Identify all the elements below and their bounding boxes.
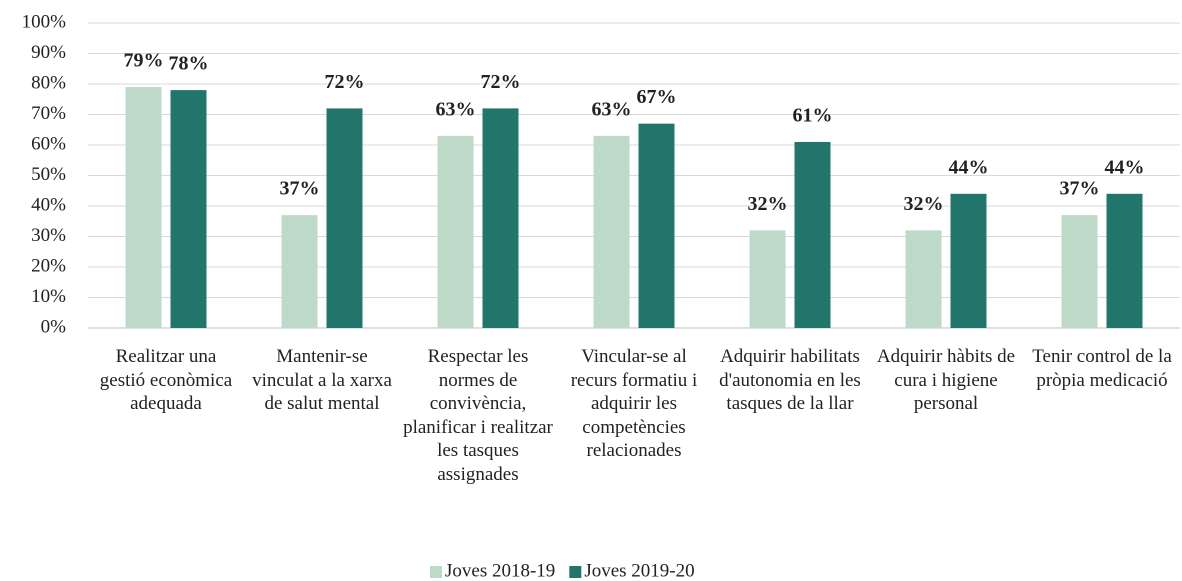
data-label: 67% <box>637 86 677 108</box>
bar <box>638 123 675 329</box>
bar <box>326 108 363 329</box>
y-tick-label: 10% <box>31 286 66 307</box>
x-tick-label: Respectar les normes de convivència, pla… <box>403 346 553 485</box>
data-label: 37% <box>280 178 320 200</box>
y-tick-label: 0% <box>41 316 67 337</box>
data-label: 32% <box>904 193 944 215</box>
bar <box>794 141 831 328</box>
y-tick-label: 100% <box>22 11 67 32</box>
bar <box>593 135 630 328</box>
x-tick-label: Tenir control de la pròpia medicació <box>1032 346 1172 391</box>
data-label: 72% <box>481 71 521 93</box>
bar <box>281 215 318 328</box>
legend-swatch <box>430 566 442 578</box>
y-tick-label: 20% <box>31 255 66 276</box>
y-tick-label: 40% <box>31 194 66 215</box>
data-label: 44% <box>1105 156 1145 178</box>
bar <box>905 230 942 328</box>
x-tick-label: Realitzar una gestió econòmica adequada <box>99 346 233 414</box>
data-label: 32% <box>748 193 788 215</box>
data-label: 37% <box>1060 178 1100 200</box>
y-tick-label: 70% <box>31 103 66 124</box>
y-tick-label: 90% <box>31 42 66 63</box>
x-tick-label: Adquirir habilitats d'autonomia en les t… <box>719 346 861 414</box>
y-tick-label: 50% <box>31 164 66 185</box>
bar <box>170 90 207 328</box>
bar <box>482 108 519 329</box>
data-label: 44% <box>949 156 989 178</box>
data-label: 61% <box>793 105 833 127</box>
data-label: 78% <box>169 53 209 75</box>
y-tick-label: 80% <box>31 72 66 93</box>
legend-swatch <box>569 566 582 578</box>
bar <box>1061 215 1098 328</box>
bar <box>125 87 162 328</box>
x-tick-label: Adquirir hàbits de cura i higiene person… <box>876 346 1016 414</box>
x-tick-label: Vincular-se al recurs formatiu i adquiri… <box>570 346 698 461</box>
bar <box>1106 193 1143 328</box>
bar <box>950 193 987 328</box>
legend-label: Joves 2018-19 <box>445 560 555 581</box>
y-tick-label: 30% <box>31 225 66 246</box>
x-tick-label: Mantenir-se vinculat a la xarxa de salut… <box>252 346 392 414</box>
data-label: 72% <box>325 71 365 93</box>
data-label: 63% <box>592 98 632 120</box>
legend-label: Joves 2019-20 <box>584 560 694 581</box>
bar <box>437 135 474 328</box>
data-label: 79% <box>124 50 164 72</box>
data-label: 63% <box>436 98 476 120</box>
bar <box>749 230 786 328</box>
y-tick-label: 60% <box>31 133 66 154</box>
